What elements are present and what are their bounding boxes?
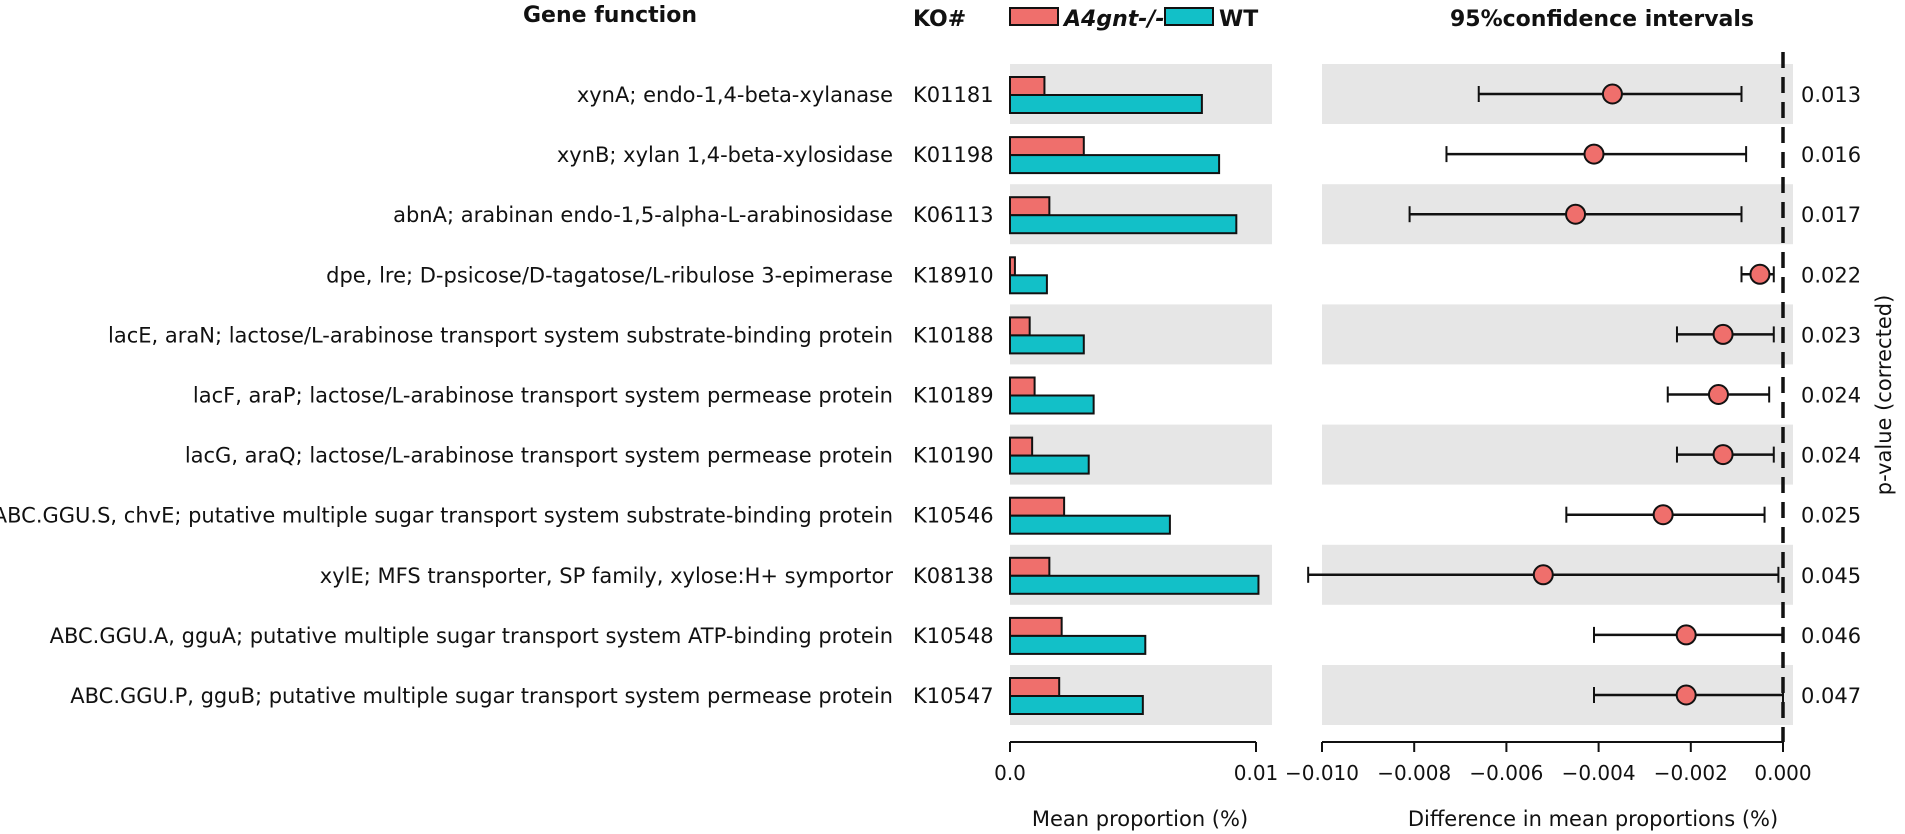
ko-label: K18910 bbox=[913, 263, 994, 287]
ci-tick-label: 0.000 bbox=[1754, 761, 1811, 785]
ci-tick-label: −0.010 bbox=[1285, 761, 1359, 785]
bar-mutant bbox=[1009, 76, 1046, 96]
legend-label-mutant: A4gnt-/- bbox=[1062, 7, 1165, 32]
ko-label: K10190 bbox=[913, 444, 994, 468]
legend-swatch-wt bbox=[1164, 7, 1214, 26]
bar-wt bbox=[1009, 634, 1147, 655]
bar-wt bbox=[1009, 454, 1090, 475]
ko-label: K08138 bbox=[913, 564, 994, 588]
diff-point bbox=[1583, 143, 1605, 165]
bar-wt bbox=[1009, 514, 1171, 535]
ko-label: K10189 bbox=[913, 384, 994, 408]
bar-wt bbox=[1009, 334, 1085, 355]
axes: 0.0 0.01 −0.010 −0.008 −0.006 −0.004 −0.002 0.0… bbox=[994, 741, 1812, 785]
p-values: 0.013 0.016 0.017 0.022 0.023 0.024 0.024 0.025… bbox=[1801, 83, 1861, 708]
ko-label: K10547 bbox=[913, 684, 994, 708]
bar-mutant bbox=[1009, 256, 1016, 277]
bar-wt bbox=[1009, 394, 1095, 415]
p-value: 0.023 bbox=[1801, 323, 1861, 347]
bar-mutant bbox=[1009, 556, 1051, 577]
row-labels: xynA; endo-1,4-beta-xylanase K01181 xynB; … bbox=[0, 83, 994, 708]
bar-mutant bbox=[1009, 136, 1085, 157]
gene-label: ABC.GGU.S, chvE; putative multiple sugar… bbox=[0, 504, 893, 528]
p-value: 0.047 bbox=[1801, 684, 1861, 708]
bar-wt bbox=[1009, 214, 1238, 235]
bar-mutant bbox=[1009, 496, 1066, 517]
gene-label: lacG, araQ; lactose/L-arabinose transpor… bbox=[185, 444, 893, 468]
p-value: 0.016 bbox=[1801, 143, 1861, 167]
bar-mutant bbox=[1009, 376, 1036, 397]
bar-tick-label: 0.01 bbox=[1234, 761, 1279, 785]
diff-point bbox=[1712, 323, 1734, 345]
bar-mutant bbox=[1009, 316, 1031, 337]
ko-header: KO# bbox=[913, 7, 966, 32]
bar-axis-label: Mean proportion (%) bbox=[1032, 807, 1248, 831]
p-value: 0.022 bbox=[1801, 263, 1861, 287]
diff-point bbox=[1749, 263, 1771, 285]
diff-point bbox=[1532, 564, 1554, 586]
bar-mutant bbox=[1009, 616, 1063, 637]
gene-label: abnA; arabinan endo-1,5-alpha-L-arabinos… bbox=[393, 203, 893, 227]
p-value: 0.045 bbox=[1801, 564, 1861, 588]
bar-marks bbox=[1009, 76, 1260, 715]
gene-label: ABC.GGU.A, gguA; putative multiple sugar… bbox=[50, 624, 893, 648]
diff-point bbox=[1712, 444, 1734, 466]
bar-mutant bbox=[1009, 196, 1051, 217]
gene-label: xylE; MFS transporter, SP family, xylose… bbox=[320, 564, 894, 588]
ci-marks bbox=[1307, 52, 1785, 742]
bar-mutant bbox=[1009, 677, 1061, 697]
ko-label: K10188 bbox=[913, 323, 994, 347]
legend: A4gnt-/- WT bbox=[1009, 7, 1258, 32]
p-value: 0.046 bbox=[1801, 624, 1861, 648]
ko-label: K10548 bbox=[913, 624, 994, 648]
gene-label: ABC.GGU.P, gguB; putative multiple sugar… bbox=[70, 684, 893, 708]
bar-tick-label: 0.0 bbox=[994, 761, 1026, 785]
ci-axis-label: Difference in mean proportions (%) bbox=[1408, 807, 1778, 831]
diff-point bbox=[1601, 83, 1623, 105]
bar-wt bbox=[1009, 274, 1048, 295]
diff-point bbox=[1707, 384, 1729, 405]
p-value: 0.024 bbox=[1801, 444, 1861, 468]
p-value: 0.024 bbox=[1801, 384, 1861, 408]
bar-wt bbox=[1009, 94, 1203, 114]
ko-label: K01181 bbox=[913, 83, 994, 107]
diff-point bbox=[1675, 684, 1697, 706]
diff-point bbox=[1652, 504, 1674, 526]
ci-tick-label: −0.004 bbox=[1562, 761, 1636, 785]
ko-label: K06113 bbox=[913, 203, 994, 227]
gene-label: xynA; endo-1,4-beta-xylanase bbox=[577, 83, 893, 107]
diff-point bbox=[1675, 624, 1697, 646]
gene-label: dpe, lre; D-psicose/D-tagatose/L-ribulos… bbox=[326, 263, 893, 287]
ko-label: K01198 bbox=[913, 143, 994, 167]
gene-label: xynB; xylan 1,4-beta-xylosidase bbox=[557, 143, 893, 167]
ci-tick-label: −0.006 bbox=[1469, 761, 1543, 785]
bar-mutant bbox=[1009, 436, 1034, 457]
gene-function-header: Gene function bbox=[523, 3, 697, 28]
ci-header: 95%confidence intervals bbox=[1450, 7, 1754, 32]
gene-label: lacE, araN; lactose/L-arabinose transpor… bbox=[108, 323, 893, 347]
pvalue-axis-label: p-value (corrected) bbox=[1872, 295, 1896, 496]
legend-label-wt: WT bbox=[1219, 7, 1258, 32]
p-value: 0.013 bbox=[1801, 83, 1861, 107]
diff-point bbox=[1565, 203, 1587, 225]
bar-wt bbox=[1009, 695, 1144, 715]
p-value: 0.017 bbox=[1801, 203, 1861, 227]
bar-wt bbox=[1009, 574, 1260, 595]
p-value: 0.025 bbox=[1801, 504, 1861, 528]
ko-label: K10546 bbox=[913, 504, 994, 528]
gene-label: lacF, araP; lactose/L-arabinose transpor… bbox=[193, 384, 893, 408]
bar-wt bbox=[1009, 154, 1221, 175]
ci-tick-label: −0.002 bbox=[1654, 761, 1728, 785]
ci-tick-label: −0.008 bbox=[1377, 761, 1451, 785]
legend-swatch-mutant bbox=[1009, 7, 1059, 26]
